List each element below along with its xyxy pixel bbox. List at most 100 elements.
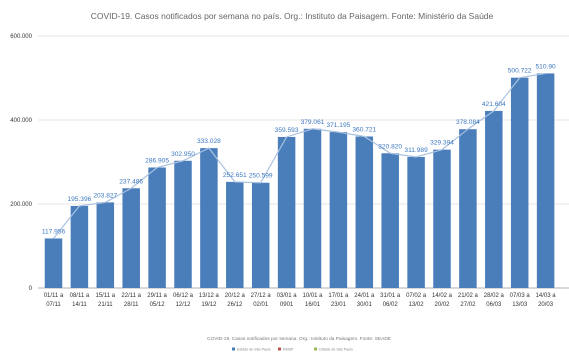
data-label: 117.956 xyxy=(42,228,66,235)
x-tick-label: 10/01 a xyxy=(302,293,323,299)
data-label: 360.721 xyxy=(352,126,376,133)
x-tick-label: 27/12 a xyxy=(251,293,272,299)
bar xyxy=(44,238,63,288)
data-label: 250.599 xyxy=(249,173,273,180)
data-label: 333.028 xyxy=(197,138,221,145)
bar xyxy=(381,153,399,288)
data-label: 500.722 xyxy=(508,68,532,75)
bar xyxy=(200,148,218,288)
x-tick-label: 20/02 xyxy=(434,302,450,308)
data-label: 510.90 xyxy=(536,63,557,70)
x-tick-label: 26/12 xyxy=(227,302,243,308)
data-label: 371.195 xyxy=(326,122,350,129)
bar xyxy=(510,77,529,288)
legend-label: RMSP xyxy=(283,348,294,352)
x-tick-label: 14/11 xyxy=(72,302,87,308)
x-tick-label: 07/11 xyxy=(46,302,61,308)
trend-line xyxy=(53,72,546,239)
x-tick-label: 16/01 xyxy=(305,302,321,308)
x-tick-label: 21/11 xyxy=(98,302,113,308)
data-label: 311.989 xyxy=(404,147,428,154)
bar xyxy=(122,188,140,288)
x-tick-label: 22/11 a xyxy=(121,293,141,299)
x-tick-label: 06/12 a xyxy=(173,293,194,299)
legend-swatch xyxy=(314,347,317,351)
x-tick-label: 30/01 xyxy=(357,302,373,308)
data-label: 379.061 xyxy=(301,119,325,126)
x-tick-label: 29/11 a xyxy=(147,293,167,299)
data-label: 195.396 xyxy=(67,196,91,203)
bar xyxy=(355,136,374,288)
x-tick-label: 13/03 xyxy=(512,302,528,308)
x-tick-label: 06/03 xyxy=(486,302,502,308)
bar xyxy=(433,149,451,288)
data-label: 302.950 xyxy=(171,151,195,158)
x-tick-label: 23/01 xyxy=(331,302,347,308)
bar xyxy=(148,167,166,288)
data-label: 286.905 xyxy=(145,157,169,164)
legend-swatch xyxy=(278,347,281,351)
x-tick-label: 14/03 a xyxy=(536,293,557,299)
x-tick-label: 08/11 a xyxy=(70,293,90,299)
y-tick-label: 600.000 xyxy=(10,34,32,40)
y-tick-label: 200.000 xyxy=(10,202,32,208)
x-tick-label: 31/01 a xyxy=(380,293,401,299)
x-tick-label: 27/02 xyxy=(460,302,476,308)
bar xyxy=(96,202,115,288)
bars xyxy=(44,73,555,288)
x-tick-label: 24/01 a xyxy=(354,293,375,299)
x-tick-label: 20/12 a xyxy=(225,293,246,299)
x-tick-label: 28/11 xyxy=(124,302,139,308)
x-tick-label: 02/01 xyxy=(253,302,269,308)
data-label: 359.593 xyxy=(275,127,299,134)
bar xyxy=(251,182,270,288)
series-line xyxy=(53,72,546,239)
x-tick-label: 17/01 a xyxy=(328,293,349,299)
data-label: 421.604 xyxy=(482,101,506,108)
x-tick-label: 03/01 a xyxy=(277,293,298,299)
footer-caption: COVID-19. Casos notificados por semana. … xyxy=(207,336,391,342)
x-tick-label: 15/11 a xyxy=(96,293,116,299)
y-axis-ticks: 0 200.000 400.000 600.000 xyxy=(10,34,32,292)
bar xyxy=(174,160,192,288)
bar xyxy=(459,129,477,288)
data-label: 378.084 xyxy=(456,119,480,126)
x-tick-label: 14/02 a xyxy=(432,293,453,299)
x-tick-label: 20/03 xyxy=(538,302,554,308)
x-tick-label: 07/02 a xyxy=(406,293,427,299)
x-tick-label: 0901 xyxy=(280,302,294,308)
bar xyxy=(329,132,348,288)
bar xyxy=(485,110,503,288)
legend: Estado de São Paulo RMSP Cidade de São Pau… xyxy=(232,347,353,352)
x-tick-label: 13/02 xyxy=(409,302,425,308)
bar xyxy=(277,136,296,288)
x-tick-label: 13/12 a xyxy=(199,293,220,299)
x-tick-label: 21/02 a xyxy=(458,293,479,299)
legend-swatch xyxy=(232,347,235,351)
bar xyxy=(70,205,89,288)
bar xyxy=(303,128,322,288)
x-tick-label: 19/12 xyxy=(201,302,217,308)
x-tick-label: 06/02 xyxy=(383,302,399,308)
bar xyxy=(536,73,555,288)
x-tick-label: 05/12 xyxy=(150,302,166,308)
legend-label: Estado de São Paulo xyxy=(237,348,271,352)
bar xyxy=(226,181,244,288)
legend-label: Cidade de São Paulo xyxy=(319,348,353,352)
x-tick-label: 07/03 a xyxy=(510,293,531,299)
x-tick-label: 01/11 a xyxy=(44,293,64,299)
x-tick-label: 12/12 xyxy=(175,302,191,308)
chart-title: COVID-19. Casos notificados por semana n… xyxy=(91,11,494,21)
data-label: 203.827 xyxy=(93,192,117,199)
bar xyxy=(407,156,425,288)
data-label: 320.820 xyxy=(378,143,402,150)
data-label: 252.651 xyxy=(223,172,247,179)
data-label: 329.394 xyxy=(430,140,454,147)
x-tick-label: 28/02 a xyxy=(484,293,505,299)
y-tick-label: 400.000 xyxy=(10,118,32,124)
y-tick-label: 0 xyxy=(29,286,33,292)
data-label: 237.486 xyxy=(119,178,143,185)
